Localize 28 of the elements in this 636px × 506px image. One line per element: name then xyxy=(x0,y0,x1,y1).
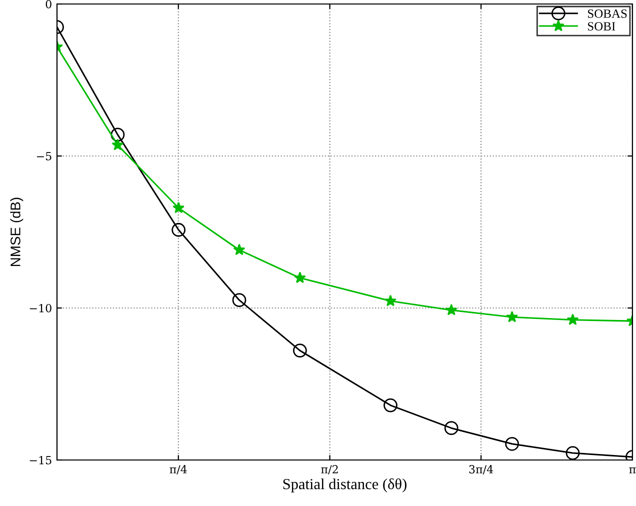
point xyxy=(566,314,579,326)
point xyxy=(172,222,186,237)
point xyxy=(384,398,398,412)
point xyxy=(566,446,580,460)
y-tick-label: −5 xyxy=(36,152,52,160)
point xyxy=(505,436,519,451)
y-tick-label: 0 xyxy=(46,0,52,8)
x-tick-label: π/4 xyxy=(170,465,187,474)
x-tick-label: π/2 xyxy=(321,465,338,474)
y-tick-label: −10 xyxy=(30,304,52,312)
point xyxy=(445,304,458,316)
point xyxy=(172,202,185,214)
point xyxy=(232,293,246,308)
point xyxy=(384,294,396,306)
x-tick-label: π xyxy=(629,468,636,474)
point xyxy=(110,128,125,142)
point xyxy=(294,272,306,284)
point xyxy=(506,310,518,322)
point xyxy=(112,138,124,150)
point xyxy=(444,421,458,436)
x-tick-label: 3π/4 xyxy=(469,465,494,474)
legend-label: SOBI xyxy=(588,22,616,31)
point xyxy=(233,244,246,256)
point xyxy=(292,344,307,358)
legend-label: SOBAS xyxy=(588,9,627,18)
x-axis-title: Spatial distance (δθ) xyxy=(283,478,406,492)
y-tick-label: −15 xyxy=(30,456,52,464)
y-axis-title: NMSE (dB) xyxy=(10,198,24,266)
